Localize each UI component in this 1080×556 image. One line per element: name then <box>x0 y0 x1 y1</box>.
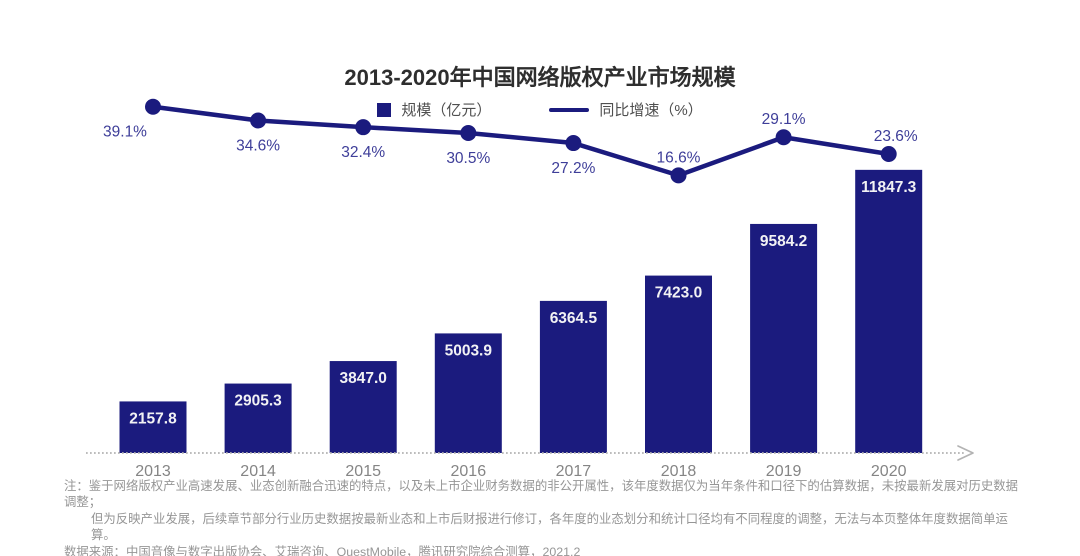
bar-value-label: 3847.0 <box>339 370 386 387</box>
x-tick-label: 2016 <box>451 463 487 480</box>
x-tick-label: 2020 <box>871 463 907 480</box>
legend-item-line-series: 同比增速（%） <box>549 99 703 120</box>
bar-value-label: 6364.5 <box>550 310 598 327</box>
chart-legend: 规模（亿元） 同比增速（%） <box>0 99 1080 120</box>
bar <box>539 300 607 453</box>
growth-line-point <box>775 129 792 146</box>
bar <box>119 401 187 453</box>
x-axis-arrow-icon <box>957 445 974 461</box>
bar <box>329 361 397 453</box>
growth-line-point <box>670 167 687 184</box>
bar-value-label: 7423.0 <box>655 285 702 302</box>
growth-value-label: 29.1% <box>762 111 806 128</box>
line-series-label: 同比增速（%） <box>599 102 703 119</box>
bar <box>224 383 292 453</box>
legend-item-bar-series: 规模（亿元） <box>377 99 491 120</box>
growth-line-point <box>565 135 582 152</box>
footnote-line-2: 但为反映产业发展，后续章节部分行业历史数据按最新业态和上市后财报进行修订，各年度… <box>91 511 1008 543</box>
footnote-line-3: 数据来源：中国音像与数字出版协会、艾瑞咨询、QuestMobile，腾讯研究院综… <box>64 544 581 556</box>
bar <box>750 223 818 453</box>
bar-value-label: 5003.9 <box>445 342 493 359</box>
growth-line <box>152 104 890 178</box>
growth-value-label: 32.4% <box>341 144 385 161</box>
growth-line-point <box>355 119 372 136</box>
footnote-line-1: 注：鉴于网络版权产业高速发展、业态创新融合迅速的特点，以及未上市企业财务数据的非… <box>64 479 1019 510</box>
x-tick-label: 2018 <box>661 463 697 480</box>
x-tick-label: 2015 <box>345 463 381 480</box>
growth-value-label: 30.5% <box>446 150 490 167</box>
x-tick-label: 2017 <box>556 463 592 480</box>
bar <box>855 169 923 453</box>
bar-value-label: 2905.3 <box>234 393 282 410</box>
bar-value-label: 9584.2 <box>760 233 807 250</box>
growth-value-label: 27.2% <box>551 160 595 177</box>
bar-value-label: 2157.8 <box>129 410 177 427</box>
growth-line-point <box>250 112 267 129</box>
bar-series-label: 规模（亿元） <box>401 102 492 119</box>
growth-line-point <box>145 98 161 115</box>
growth-value-label: 16.6% <box>657 149 701 166</box>
bar-series-swatch-icon <box>377 102 392 117</box>
growth-value-label: 23.6% <box>874 128 918 145</box>
bar <box>645 275 712 453</box>
growth-line-point <box>880 146 897 163</box>
x-tick-label: 2014 <box>240 463 276 480</box>
page-title: 2013-2020年中国网络版权产业市场规模 <box>344 65 736 90</box>
bar <box>434 333 502 453</box>
growth-value-label: 39.1% <box>103 124 147 141</box>
x-tick-label: 2019 <box>766 463 802 480</box>
bar-value-label: 11847.3 <box>861 179 917 196</box>
footnotes: 注：鉴于网络版权产业高速发展、业态创新融合迅速的特点，以及未上市企业财务数据的非… <box>64 478 1029 556</box>
growth-line-point <box>460 124 477 141</box>
growth-value-label: 34.6% <box>236 137 280 154</box>
line-series-swatch-icon <box>549 107 590 112</box>
x-tick-label: 2013 <box>135 463 171 480</box>
